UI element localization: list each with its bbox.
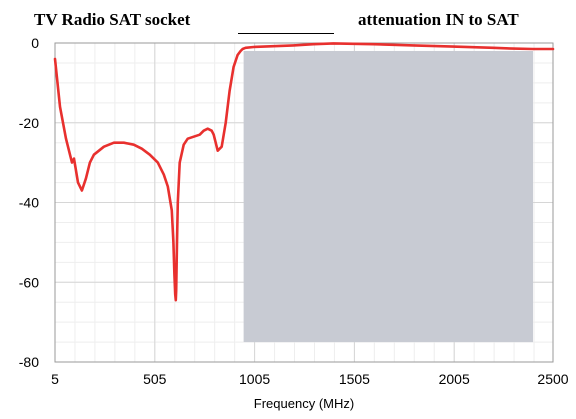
title-right: attenuation IN to SAT xyxy=(358,10,519,29)
x-tick-label: 2005 xyxy=(439,371,470,387)
x-tick-label: 505 xyxy=(143,371,167,387)
plot-border xyxy=(54,42,554,363)
y-tick-label: 0 xyxy=(31,35,39,51)
x-tick-label: 5 xyxy=(51,371,59,387)
x-axis-label: Frequency (MHz) xyxy=(254,396,354,411)
title-left: TV Radio SAT socket xyxy=(34,10,191,29)
y-tick-labels: 0 -20 -40 -60 -80 xyxy=(19,35,39,370)
y-tick-label: -80 xyxy=(19,354,39,370)
x-tick-label: 1005 xyxy=(239,371,270,387)
series-line xyxy=(53,42,555,302)
y-tick-label: -60 xyxy=(19,274,39,290)
plot-frame xyxy=(54,42,554,363)
shaded-band xyxy=(243,50,534,343)
y-tick-label: -40 xyxy=(19,195,39,211)
x-tick-label: 1505 xyxy=(339,371,370,387)
legend-line-sample xyxy=(238,33,334,34)
x-tick-label: 2500 xyxy=(537,371,568,387)
y-tick-label: -20 xyxy=(19,115,39,131)
x-tick-labels: 5 505 1005 1505 2005 2500 xyxy=(51,371,569,387)
